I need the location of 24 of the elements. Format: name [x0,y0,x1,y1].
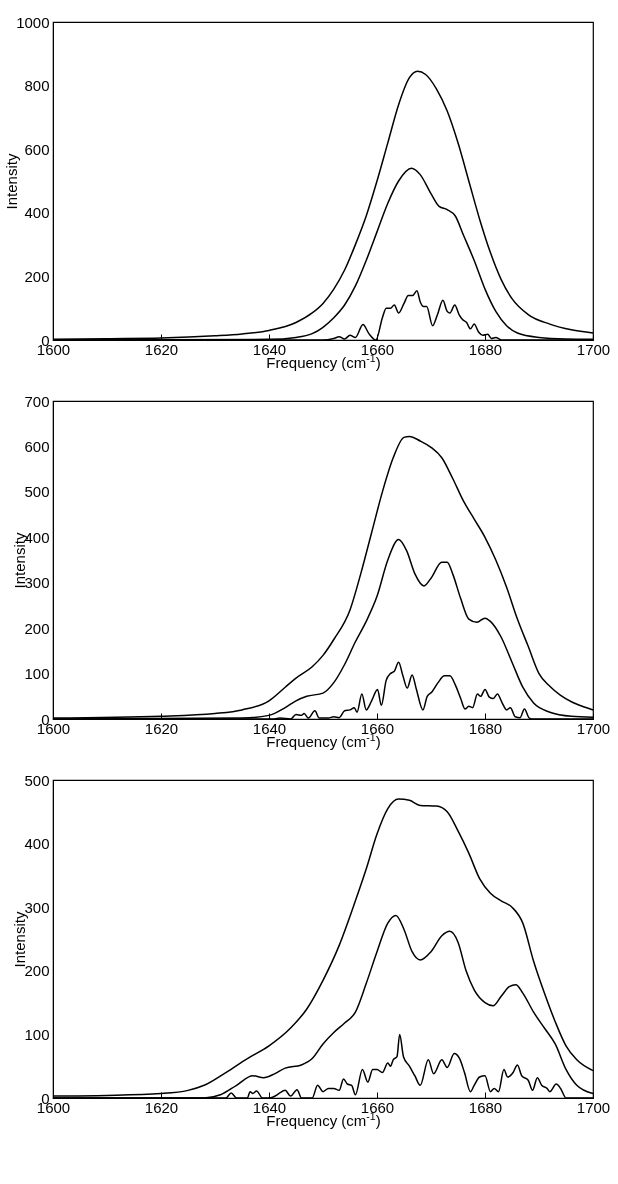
y-axis-title: Intensity [3,153,21,210]
y-tick-label: 200 [24,267,50,285]
y-tick-label: 200 [24,619,50,637]
x-tick-label: 1620 [144,1098,179,1116]
y-tick-label: 400 [24,204,50,222]
y-tick-label: 100 [24,1025,50,1043]
x-tick-label: 1620 [144,719,179,737]
x-tick-label: 1680 [468,1098,503,1116]
y-tick-label: 400 [24,835,50,853]
y-tick-label: 500 [24,771,50,789]
y-tick-label: 500 [24,483,50,501]
x-tick-label: 1680 [468,719,503,737]
y-tick-label: 1000 [16,13,50,31]
y-tick-label: 700 [24,392,50,410]
x-tick-label: 1700 [576,1098,611,1116]
y-tick-label: 200 [24,962,50,980]
y-tick-label: 600 [24,140,50,158]
y-tick-label: 600 [24,437,50,455]
x-tick-label: 1620 [144,340,179,358]
y-tick-label: 800 [24,77,50,95]
x-tick-label: 1680 [468,340,503,358]
x-tick-label: 1700 [576,340,611,358]
y-tick-label: 100 [24,665,50,683]
x-tick-label: 1700 [576,719,611,737]
